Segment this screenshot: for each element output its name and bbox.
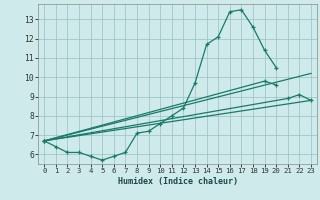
X-axis label: Humidex (Indice chaleur): Humidex (Indice chaleur) (118, 177, 238, 186)
